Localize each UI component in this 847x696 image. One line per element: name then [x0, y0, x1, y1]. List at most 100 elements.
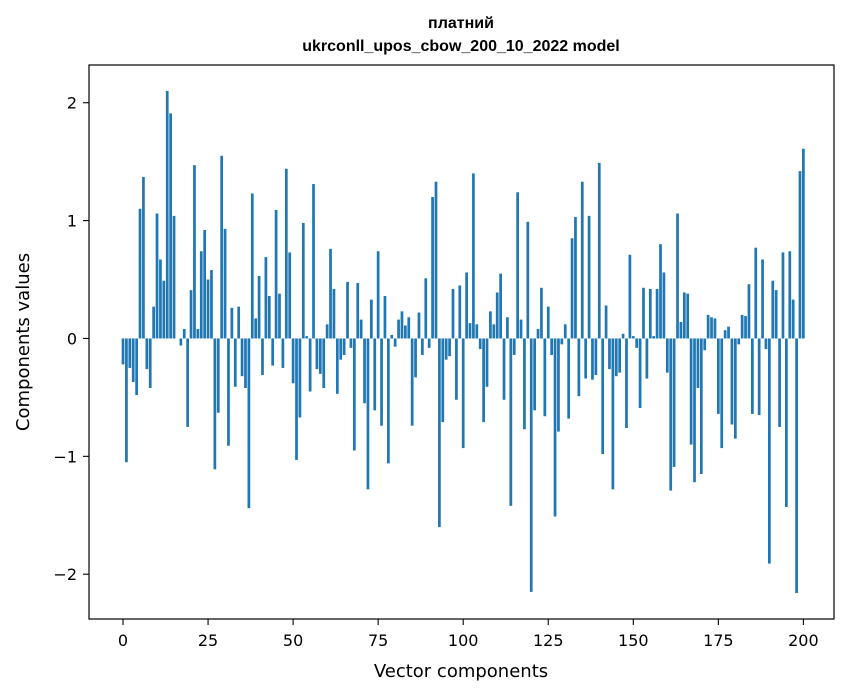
- bar-5: [138, 208, 142, 339]
- bar-60: [325, 324, 329, 339]
- bar-59: [322, 338, 326, 388]
- bar-71: [363, 338, 366, 404]
- y-tick-label: −1: [53, 447, 77, 466]
- bar-82: [400, 311, 404, 339]
- bar-199: [798, 171, 802, 339]
- bar-35: [240, 338, 244, 377]
- bar-27: [213, 338, 217, 470]
- bar-43: [267, 296, 271, 339]
- bar-152: [638, 338, 642, 408]
- bar-79: [390, 334, 394, 339]
- bar-145: [614, 338, 618, 377]
- x-tick-label: 175: [703, 631, 734, 650]
- bar-168: [693, 338, 696, 483]
- bar-176: [720, 338, 724, 449]
- bar-117: [519, 319, 523, 339]
- bar-18: [182, 329, 186, 339]
- bar-190: [768, 338, 771, 564]
- y-tick-label: 1: [67, 212, 77, 231]
- bar-42: [264, 257, 268, 339]
- bar-174: [713, 318, 717, 339]
- bar-179: [730, 338, 734, 425]
- bar-147: [621, 333, 625, 339]
- bar-105: [478, 338, 482, 350]
- bar-115: [512, 338, 516, 355]
- bar-30: [223, 228, 227, 339]
- bar-66: [346, 281, 349, 339]
- bar-153: [642, 287, 645, 339]
- bar-197: [791, 299, 795, 339]
- bar-17: [179, 338, 183, 346]
- bar-40: [257, 275, 261, 339]
- bar-111: [499, 273, 502, 339]
- bar-88: [421, 338, 424, 355]
- bar-148: [625, 338, 628, 429]
- bar-149: [628, 254, 632, 339]
- y-tick-label: 0: [67, 329, 77, 348]
- bar-180: [733, 338, 737, 439]
- bar-141: [601, 338, 605, 454]
- bar-32: [230, 307, 234, 339]
- bar-64: [339, 338, 343, 360]
- ticks-group: 0 25 50 75 100 125 150 175 200 −2 −1 0 1 2: [53, 94, 818, 650]
- bar-119: [526, 221, 530, 339]
- bar-0: [121, 338, 125, 365]
- bar-160: [665, 338, 669, 373]
- bar-184: [747, 284, 751, 339]
- bar-96: [448, 338, 451, 357]
- bar-56: [312, 184, 315, 339]
- bar-164: [679, 321, 683, 339]
- bar-138: [591, 338, 594, 380]
- x-tick-label: 0: [118, 631, 128, 650]
- bar-124: [543, 338, 547, 417]
- bar-188: [761, 259, 764, 339]
- bar-130: [563, 324, 567, 339]
- bar-98: [455, 338, 458, 400]
- bar-52: [298, 338, 302, 418]
- bar-13: [165, 90, 169, 339]
- bar-103: [472, 173, 475, 339]
- bar-159: [662, 272, 666, 339]
- bar-126: [550, 338, 554, 355]
- x-axis-label: Vector components: [374, 661, 548, 682]
- bar-62: [332, 288, 336, 339]
- bar-54: [305, 336, 309, 339]
- bar-92: [434, 181, 438, 339]
- bar-162: [672, 338, 676, 467]
- bar-15: [172, 215, 176, 339]
- bar-67: [349, 338, 353, 348]
- bar-72: [366, 338, 370, 490]
- bar-51: [295, 338, 298, 460]
- bar-37: [247, 338, 251, 509]
- bar-24: [203, 230, 207, 339]
- bar-48: [284, 168, 288, 339]
- bar-112: [502, 338, 506, 400]
- bar-91: [431, 197, 434, 339]
- bar-84: [407, 317, 411, 339]
- bar-39: [254, 318, 258, 339]
- bar-55: [308, 338, 312, 392]
- bar-170: [699, 338, 703, 475]
- bar-6: [142, 176, 145, 339]
- bar-142: [604, 305, 608, 339]
- chart-title-line-2: ukrconll_upos_cbow_200_10_2022 model: [302, 38, 619, 55]
- bar-31: [227, 338, 230, 446]
- bar-20: [189, 290, 193, 339]
- bar-19: [186, 338, 190, 427]
- bar-4: [135, 338, 138, 396]
- bar-45: [274, 209, 278, 339]
- chart-title-line-1: платний: [428, 15, 494, 32]
- bar-166: [686, 293, 690, 339]
- bar-163: [676, 213, 679, 339]
- x-tick-label: 125: [533, 631, 564, 650]
- bar-175: [716, 338, 720, 414]
- bar-74: [373, 338, 377, 411]
- bar-87: [417, 312, 421, 339]
- bar-50: [291, 338, 295, 384]
- bar-61: [329, 248, 332, 339]
- bar-132: [570, 238, 574, 339]
- bar-8: [148, 338, 152, 388]
- bar-94: [441, 338, 445, 423]
- bar-165: [682, 292, 686, 339]
- bar-78: [387, 338, 390, 464]
